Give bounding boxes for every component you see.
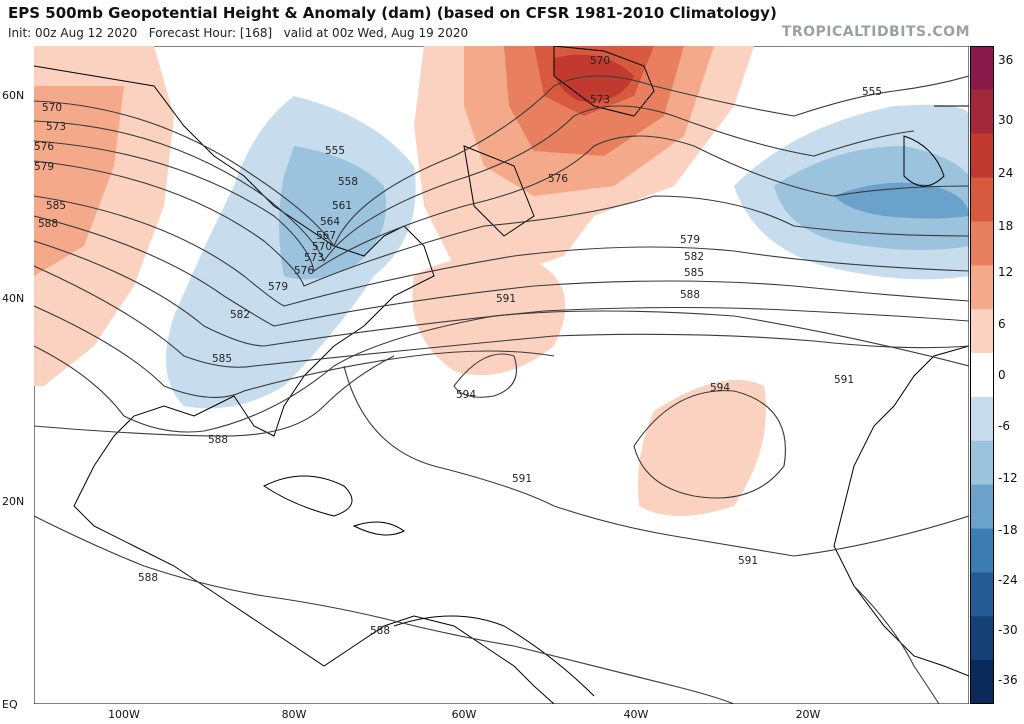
contour-label: 564 [320,216,340,228]
contour-label: 588 [138,572,158,584]
valid-time: valid at 00z Wed, Aug 19 2020 [283,26,469,40]
colorbar-label: -30 [998,623,1018,637]
colorbar-segment [970,353,994,398]
contour-label: 588 [680,289,700,301]
contour-label: 585 [212,353,232,365]
colorbar-segment [970,440,994,486]
anomaly-colorbar [970,46,994,704]
colorbar-segment [970,309,994,354]
colorbar-segment [970,89,994,135]
contour-label: 582 [684,251,704,263]
contour-label: 594 [456,389,476,401]
lon-label-20w: 20W [795,708,821,721]
contour-label: 588 [370,625,390,637]
contour-label: 585 [46,200,66,212]
lon-label-60w: 60W [451,708,477,721]
colorbar-segment [970,133,994,179]
lon-label-100w: 100W [108,708,140,721]
contour-label: 555 [862,86,882,98]
lon-label-40w: 40W [623,708,649,721]
colorbar-label: 12 [998,265,1014,279]
contour-label: 561 [332,200,352,212]
contour-labels: 570 573 576 579 585 588 555 558 561 564 … [34,55,882,637]
colorbar-segment [970,221,994,266]
colorbar-label: 6 [998,317,1006,331]
colorbar-label: -12 [998,471,1018,485]
contour-label: 567 [316,230,336,242]
lat-label-60n: 60N [2,89,25,102]
colorbar-segment [970,572,994,617]
lat-label-20n: 20N [2,495,25,508]
contour-label: 555 [325,145,345,157]
contour-label: 570 [42,102,62,114]
contour-label: 591 [512,473,532,485]
contour-label: 579 [34,161,54,173]
brand-watermark: TROPICALTIDBITS.COM [781,24,970,40]
colorbar-label: -18 [998,523,1018,537]
contour-label: 576 [294,265,314,277]
colorbar-segment [970,396,994,442]
colorbar-label: 18 [998,219,1014,233]
forecast-hour: Forecast Hour: [168] [148,26,273,40]
colorbar-segment [970,484,994,530]
contour-label: 588 [38,218,58,230]
contour-label: 591 [496,293,516,305]
colorbar-label: 24 [998,166,1014,180]
contour-label: 570 [590,55,610,67]
colorbar-segment [970,660,994,704]
contour-label: 591 [834,374,854,386]
colorbar-segment [970,177,994,222]
contour-label: 582 [230,309,250,321]
contour-label: 573 [46,121,66,133]
colorbar-label: 30 [998,113,1014,127]
colorbar-segment [970,616,994,661]
lon-label-80w: 80W [281,708,307,721]
colorbar-segment [970,265,994,310]
contour-label: 579 [268,281,288,293]
height-contours [34,75,969,704]
colorbar-label: 0 [998,368,1006,382]
map-subtitle: Init: 00z Aug 12 2020 Forecast Hour: [16… [8,26,468,40]
contour-label: 576 [548,173,568,185]
contour-label: 558 [338,176,358,188]
negative-anomaly-areas [166,96,969,409]
contour-label: 576 [34,141,54,153]
lat-label-40n: 40N [2,292,25,305]
contour-label: 585 [684,267,704,279]
lat-label-eq: EQ [2,698,18,711]
colorbar-label: -24 [998,573,1018,587]
map-title: EPS 500mb Geopotential Height & Anomaly … [8,4,777,22]
colorbar-frame [970,46,994,704]
colorbar-label: -6 [998,419,1010,433]
contour-label: 588 [208,434,228,446]
contour-label: 573 [590,94,610,106]
contour-label: 591 [738,555,758,567]
contour-label: 570 [312,241,332,253]
colorbar-segment [970,528,994,573]
map-plot: 570 573 576 579 585 588 555 558 561 564 … [34,46,969,704]
colorbar-label: 36 [998,53,1014,67]
colorbar-segment [970,46,994,91]
init-time: Init: 00z Aug 12 2020 [8,26,138,40]
contour-label: 594 [710,382,730,394]
colorbar-label: -36 [998,673,1018,687]
contour-label: 573 [304,252,324,264]
coastlines [34,46,969,704]
contour-label: 579 [680,234,700,246]
